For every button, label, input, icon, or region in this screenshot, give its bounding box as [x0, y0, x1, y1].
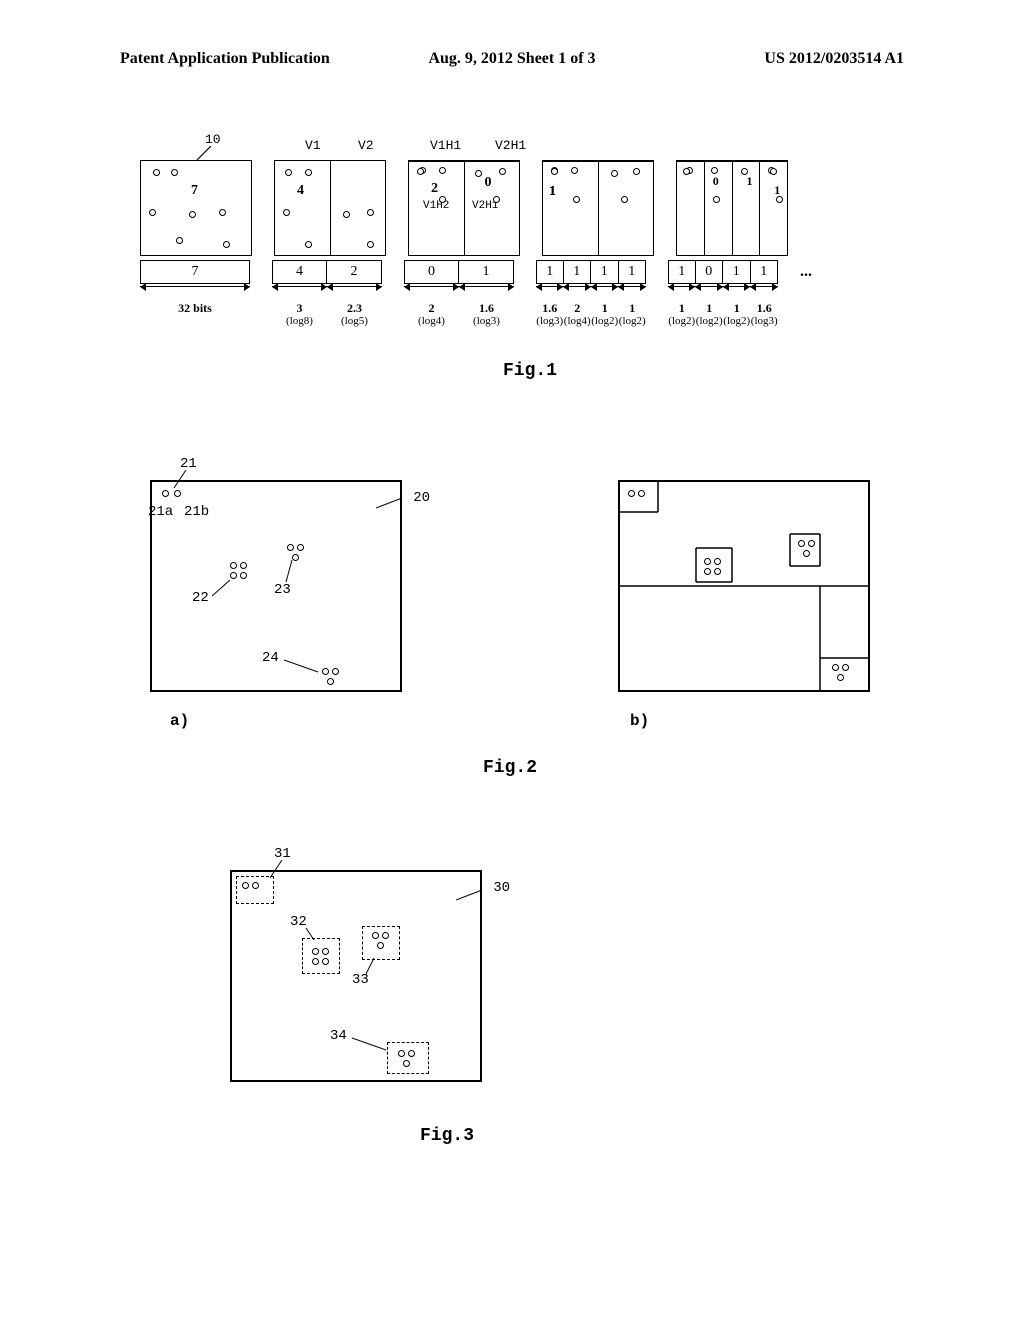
span-label: 1.6 — [459, 302, 514, 315]
top-label: V2H1 — [495, 138, 526, 153]
row2-cell: 1 — [723, 260, 751, 284]
fig3-caption: Fig.3 — [420, 1126, 474, 1146]
fig1-caption: Fig.1 — [140, 361, 920, 381]
leader-line — [212, 580, 232, 598]
span-sublabel: (log4) — [404, 315, 459, 327]
ellipsis: ... — [800, 263, 812, 281]
panel: 4 — [274, 160, 386, 256]
row2-cell: 2 — [327, 260, 382, 284]
span-label: 2 — [564, 302, 592, 315]
ref23: 23 — [274, 582, 291, 598]
span-label: 2.3 — [327, 302, 382, 315]
row2-cell: 4 — [272, 260, 327, 284]
figure-3: 30 31 32 33 34 Fig.3 — [230, 870, 790, 1230]
row2-cell: 1 — [536, 260, 564, 284]
span-label: 1 — [619, 302, 647, 315]
span-label: 1 — [723, 302, 751, 315]
fig1-row2: 7 4 2 0 1 1 1 1 1 1 0 1 1 ... — [140, 260, 920, 284]
ref30: 30 — [493, 880, 510, 896]
span-label: 3 — [272, 302, 327, 315]
panel: 2 0 — [408, 160, 520, 256]
span-sublabel: (log3) — [459, 315, 514, 327]
fig1-panels: 7 4 — [140, 160, 920, 256]
span-label: 1 — [668, 302, 696, 315]
ref-10-label: 10 — [205, 132, 221, 147]
fig3-box: 30 31 32 33 34 — [230, 870, 482, 1082]
top-label: V2 — [358, 138, 374, 153]
leader-line — [364, 958, 376, 976]
leader-line — [352, 1036, 388, 1052]
row2-cell: 1 — [751, 260, 779, 284]
span-sublabel: (log8) — [272, 315, 327, 327]
row2-cell: 1 — [459, 260, 514, 284]
span-sublabel: (log3) — [751, 315, 779, 327]
ref21b: 21b — [184, 504, 209, 520]
span-sublabel: (log4) — [564, 315, 592, 327]
row2-cell: 7 — [140, 260, 250, 284]
span-label: 1.6 — [751, 302, 779, 315]
figure-1: 10 V1 V2 V1H1 V2H1 V1H2 V2H1 7 — [140, 160, 920, 360]
header-left: Patent Application Publication — [120, 50, 330, 68]
row2-cell: 0 — [404, 260, 459, 284]
row2-cell: 1 — [619, 260, 647, 284]
panel-num: 7 — [191, 183, 198, 199]
ref22: 22 — [192, 590, 209, 606]
ref20: 20 — [413, 490, 430, 506]
figure-2: 20 21 21a 21b 22 23 24 — [150, 480, 870, 800]
panel: 0 1 — [676, 160, 788, 256]
row2-cell: 1 — [564, 260, 592, 284]
panel-num: 1 — [747, 174, 753, 189]
panel-num: 0 — [713, 174, 719, 189]
span-sublabel: (log2) — [668, 315, 696, 327]
top-label: V1 — [305, 138, 321, 153]
leader-line — [284, 560, 294, 584]
fig2-sub-b: b) — [630, 712, 649, 730]
fig2b-box — [618, 480, 870, 692]
page-header: Patent Application Publication Aug. 9, 2… — [120, 50, 904, 68]
fig2-caption: Fig.2 — [483, 758, 537, 778]
span-label: 2 — [404, 302, 459, 315]
header-center: Aug. 9, 2012 Sheet 1 of 3 — [428, 50, 595, 68]
fig2a-box: 20 21 21a 21b 22 23 24 — [150, 480, 402, 692]
leader-line — [284, 658, 320, 674]
span-sublabel: (log2) — [591, 315, 619, 327]
header-right: US 2012/0203514 A1 — [764, 50, 904, 68]
span-sublabel: (log2) — [723, 315, 751, 327]
span-label: 32 bits — [140, 302, 250, 315]
grid-lines — [620, 482, 868, 690]
leader-line — [172, 470, 190, 490]
ref24: 24 — [262, 650, 279, 666]
top-label: V1H1 — [430, 138, 461, 153]
span-label: 1 — [696, 302, 724, 315]
panel: 1 1 — [542, 160, 654, 256]
leader-line — [304, 928, 316, 942]
leader-line — [456, 890, 486, 902]
ref21a: 21a — [148, 504, 173, 520]
span-sublabel: (log5) — [327, 315, 382, 327]
fig1-arrows — [140, 286, 920, 300]
leader-line — [376, 498, 406, 510]
fig1-span-labels: 32 bits 3(log8) 2.3(log5) 2(log4) 1.6(lo… — [140, 302, 920, 327]
panel: 7 — [140, 160, 252, 256]
row2-cell: 1 — [668, 260, 696, 284]
span-sublabel: (log2) — [696, 315, 724, 327]
fig2-sub-a: a) — [170, 712, 189, 730]
ref34: 34 — [330, 1028, 347, 1044]
span-label: 1.6 — [536, 302, 564, 315]
span-sublabel: (log3) — [536, 315, 564, 327]
panel-num: 4 — [297, 183, 304, 199]
row2-cell: 1 — [591, 260, 619, 284]
panel-num: 0 — [485, 175, 492, 191]
row2-cell: 0 — [696, 260, 724, 284]
panel-num: 1 — [549, 184, 556, 200]
panel-num: 2 — [431, 181, 438, 197]
span-label: 1 — [591, 302, 619, 315]
leader-line — [268, 860, 286, 880]
span-sublabel: (log2) — [619, 315, 647, 327]
